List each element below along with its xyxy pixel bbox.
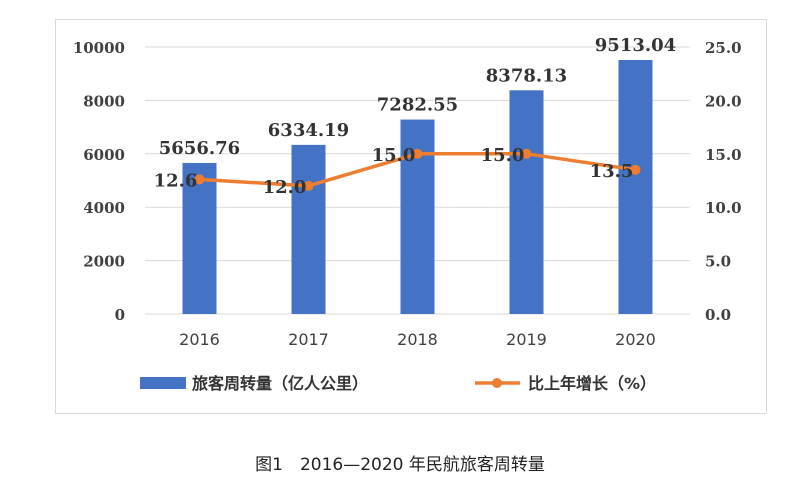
y-right-tick-label: 20.0 (705, 92, 742, 110)
line-data-label: 13.5 (590, 161, 634, 182)
chart: 0 2000 4000 6000 8000 10000 0.0 5.0 10.0 15.0 20.0… (73, 35, 742, 393)
line-data-label: 15.0 (372, 145, 416, 166)
figure-caption: 图1 2016—2020 年民航旅客周转量 (255, 455, 545, 475)
legend-line-marker (492, 378, 502, 388)
y-right-tick-label: 25.0 (705, 39, 742, 57)
chart-frame (55, 19, 767, 414)
bar-data-label: 9513.04 (595, 35, 676, 56)
line-point (412, 148, 423, 159)
bar (291, 144, 326, 314)
y-left-tick-label: 2000 (83, 253, 125, 271)
y-right-tick-label: 10.0 (705, 199, 742, 217)
bar-data-label: 8378.13 (486, 65, 567, 86)
line-data-label: 12.6 (154, 170, 198, 191)
bar-data-label: 7282.55 (377, 95, 458, 116)
bar (182, 162, 217, 314)
y-right-tick-label: 0.0 (705, 306, 731, 324)
x-tick-label: 2016 (179, 330, 220, 349)
bar-data-label: 6334.19 (268, 120, 349, 141)
legend-bar-label: 旅客周转量（亿人公里） (192, 374, 368, 393)
y-left-tick-label: 8000 (83, 92, 125, 110)
line-point (521, 148, 532, 159)
line-data-label: 12.0 (263, 177, 307, 198)
line-data-label: 15.0 (481, 145, 525, 166)
x-tick-label: 2017 (288, 330, 329, 349)
legend-bar-swatch (140, 377, 186, 389)
legend-line-label: 比上年增长（%） (528, 374, 656, 393)
x-tick-label: 2018 (397, 330, 438, 349)
y-left-tick-label: 0 (115, 306, 125, 324)
line-point (303, 180, 314, 191)
bar (618, 60, 653, 314)
bar-data-label: 5656.76 (159, 138, 240, 159)
x-tick-label: 2019 (506, 330, 547, 349)
bar (509, 90, 544, 315)
line-point (630, 164, 641, 175)
y-right-tick-label: 5.0 (705, 253, 731, 271)
x-tick-label: 2020 (615, 330, 656, 349)
y-right-tick-label: 15.0 (705, 146, 742, 164)
y-left-tick-label: 4000 (83, 199, 125, 217)
y-left-tick-label: 6000 (83, 146, 125, 164)
y-left-tick-label: 10000 (73, 39, 125, 57)
line-point (194, 174, 205, 185)
